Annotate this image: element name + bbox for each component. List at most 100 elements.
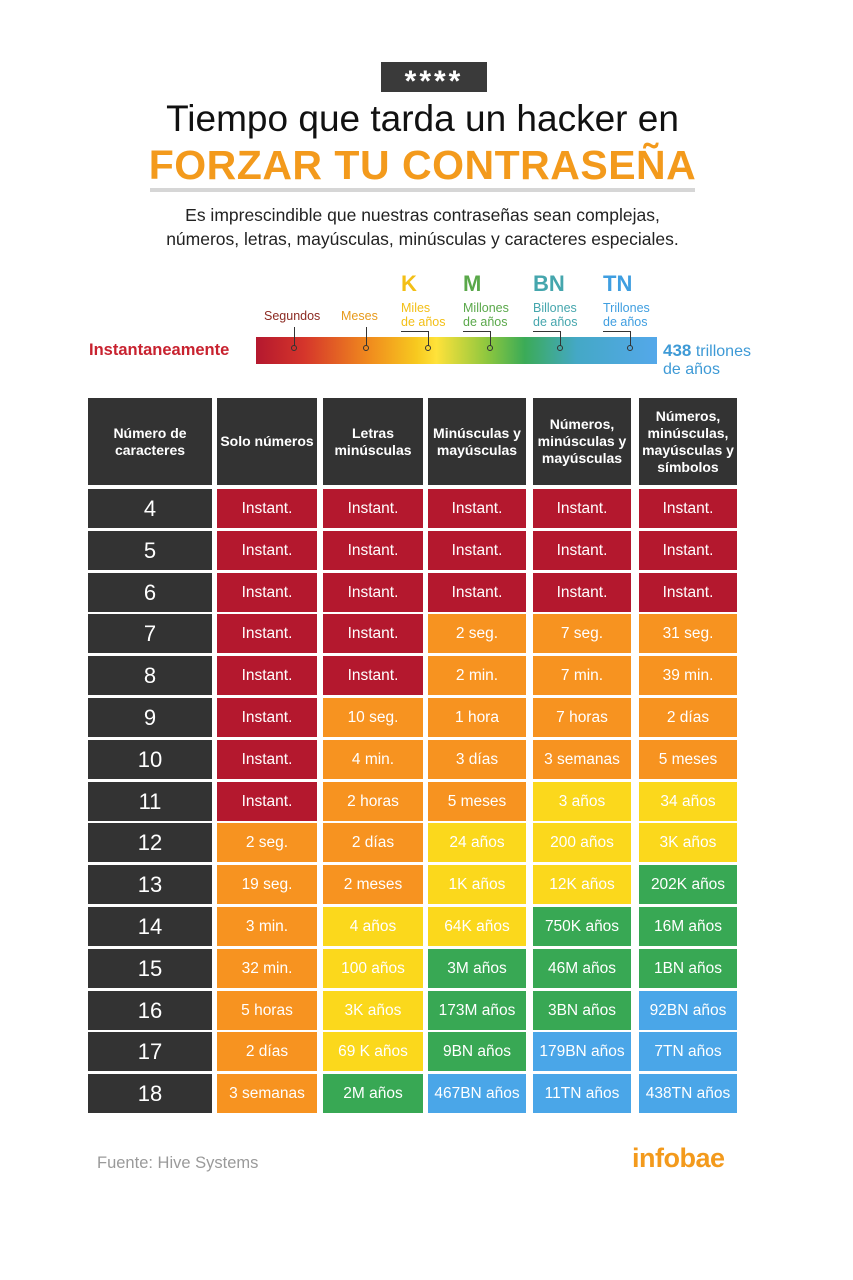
legend-4-connector-h (533, 331, 561, 332)
table-cell: 1BN años (639, 949, 737, 988)
title-underline (150, 188, 695, 192)
table-cell: Instant. (217, 614, 317, 653)
legend-1-connector-v (366, 327, 367, 346)
table-cell: 3 min. (217, 907, 317, 946)
legend-5-label-line1: Trillones (603, 301, 650, 315)
column-header: Números, minúsculas, mayúsculas y símbol… (639, 398, 737, 485)
table-cell: 2 días (323, 823, 423, 862)
legend-4-letter: BN (533, 271, 565, 296)
table-cell: Instant. (428, 489, 526, 528)
legend-4-label-line2: de años (533, 315, 578, 329)
infobae-logo: infobae (632, 1143, 725, 1173)
row-char-count: 5 (88, 531, 212, 570)
legend-0-label: Segundos (264, 309, 320, 323)
legend-2-connector-v (428, 331, 429, 346)
table-cell: 24 años (428, 823, 526, 862)
row-char-count: 7 (88, 614, 212, 653)
table-cell: 19 seg. (217, 865, 317, 904)
table-cell: 750K años (533, 907, 631, 946)
legend-gradient-bar (256, 337, 657, 364)
column-header: Solo números (217, 398, 317, 485)
table-cell: 3BN años (533, 991, 631, 1030)
table-cell: 1 hora (428, 698, 526, 737)
table-cell: 92BN años (639, 991, 737, 1030)
legend-3-label-line2: de años (463, 315, 508, 329)
table-cell: 7 seg. (533, 614, 631, 653)
legend-instant-label: Instantaneamente (89, 341, 230, 359)
table-cell: 179BN años (533, 1032, 631, 1071)
table-cell: 3 años (533, 782, 631, 821)
table-cell: Instant. (639, 573, 737, 612)
table-cell: 2 seg. (428, 614, 526, 653)
legend-4-connector-v (560, 331, 561, 346)
table-cell: 9BN años (428, 1032, 526, 1071)
table-cell: 2M años (323, 1074, 423, 1113)
table-cell: Instant. (639, 489, 737, 528)
table-cell: 12K años (533, 865, 631, 904)
table-cell: 100 años (323, 949, 423, 988)
legend-1-marker (363, 345, 369, 351)
table-cell: 7 horas (533, 698, 631, 737)
row-char-count: 10 (88, 740, 212, 779)
row-char-count: 12 (88, 823, 212, 862)
table-cell: Instant. (217, 782, 317, 821)
column-header: Minúsculas y mayúsculas (428, 398, 526, 485)
table-cell: Instant. (217, 573, 317, 612)
row-char-count: 4 (88, 489, 212, 528)
table-cell: 34 años (639, 782, 737, 821)
subtitle-line-1: Es imprescindible que nuestras contraseñ… (185, 205, 660, 225)
password-mask-badge: **** (381, 62, 487, 98)
legend-0-connector-v (294, 327, 295, 346)
row-char-count: 15 (88, 949, 212, 988)
column-header: Letras minúsculas (323, 398, 423, 485)
page-title: Tiempo que tarda un hacker en (166, 98, 679, 139)
table-cell: 39 min. (639, 656, 737, 695)
table-cell: 3 semanas (533, 740, 631, 779)
row-char-count: 8 (88, 656, 212, 695)
page-title-highlight: FORZAR TU CONTRASEÑA (148, 142, 697, 188)
table-cell: 4 min. (323, 740, 423, 779)
subtitle: Es imprescindible que nuestras contraseñ… (0, 203, 845, 251)
row-char-count: 16 (88, 991, 212, 1030)
table-cell: Instant. (533, 531, 631, 570)
row-char-count: 17 (88, 1032, 212, 1071)
legend-5-connector-h (603, 331, 631, 332)
table-cell: Instant. (323, 614, 423, 653)
table-cell: Instant. (217, 489, 317, 528)
table-cell: 2 min. (428, 656, 526, 695)
legend-0-marker (291, 345, 297, 351)
table-cell: 69 K años (323, 1032, 423, 1071)
row-char-count: 18 (88, 1074, 212, 1113)
legend-5-label-line2: de años (603, 315, 648, 329)
legend-max-label: 438 trillones de años (663, 342, 751, 379)
legend-2-label: Miles de años (401, 301, 445, 329)
table-cell: 2 horas (323, 782, 423, 821)
table-cell: 3M años (428, 949, 526, 988)
table-cell: 1K años (428, 865, 526, 904)
legend-3-marker (487, 345, 493, 351)
table-cell: Instant. (323, 573, 423, 612)
legend-5-connector-v (630, 331, 631, 346)
table-cell: Instant. (533, 573, 631, 612)
legend-3-label-line1: Millones (463, 301, 509, 315)
legend-4-marker (557, 345, 563, 351)
legend-1-label-line1: Meses (341, 309, 378, 323)
table-cell: 31 seg. (639, 614, 737, 653)
table-cell: 64K años (428, 907, 526, 946)
row-char-count: 9 (88, 698, 212, 737)
legend-5-label: Trillones de años (603, 301, 650, 329)
table-cell: 5 horas (217, 991, 317, 1030)
table-cell: Instant. (217, 531, 317, 570)
table-cell: 5 meses (639, 740, 737, 779)
row-char-count: 11 (88, 782, 212, 821)
legend-2-connector-h (401, 331, 429, 332)
table-cell: 202K años (639, 865, 737, 904)
table-cell: 2 meses (323, 865, 423, 904)
column-header: Número de caracteres (88, 398, 212, 485)
legend-5-letter: TN (603, 271, 633, 296)
table-cell: Instant. (323, 531, 423, 570)
legend-5-marker (627, 345, 633, 351)
legend-2-label-line2: de años (401, 315, 446, 329)
subtitle-line-2: números, letras, mayúsculas, minúsculas … (166, 229, 679, 249)
table-cell: 3K años (639, 823, 737, 862)
